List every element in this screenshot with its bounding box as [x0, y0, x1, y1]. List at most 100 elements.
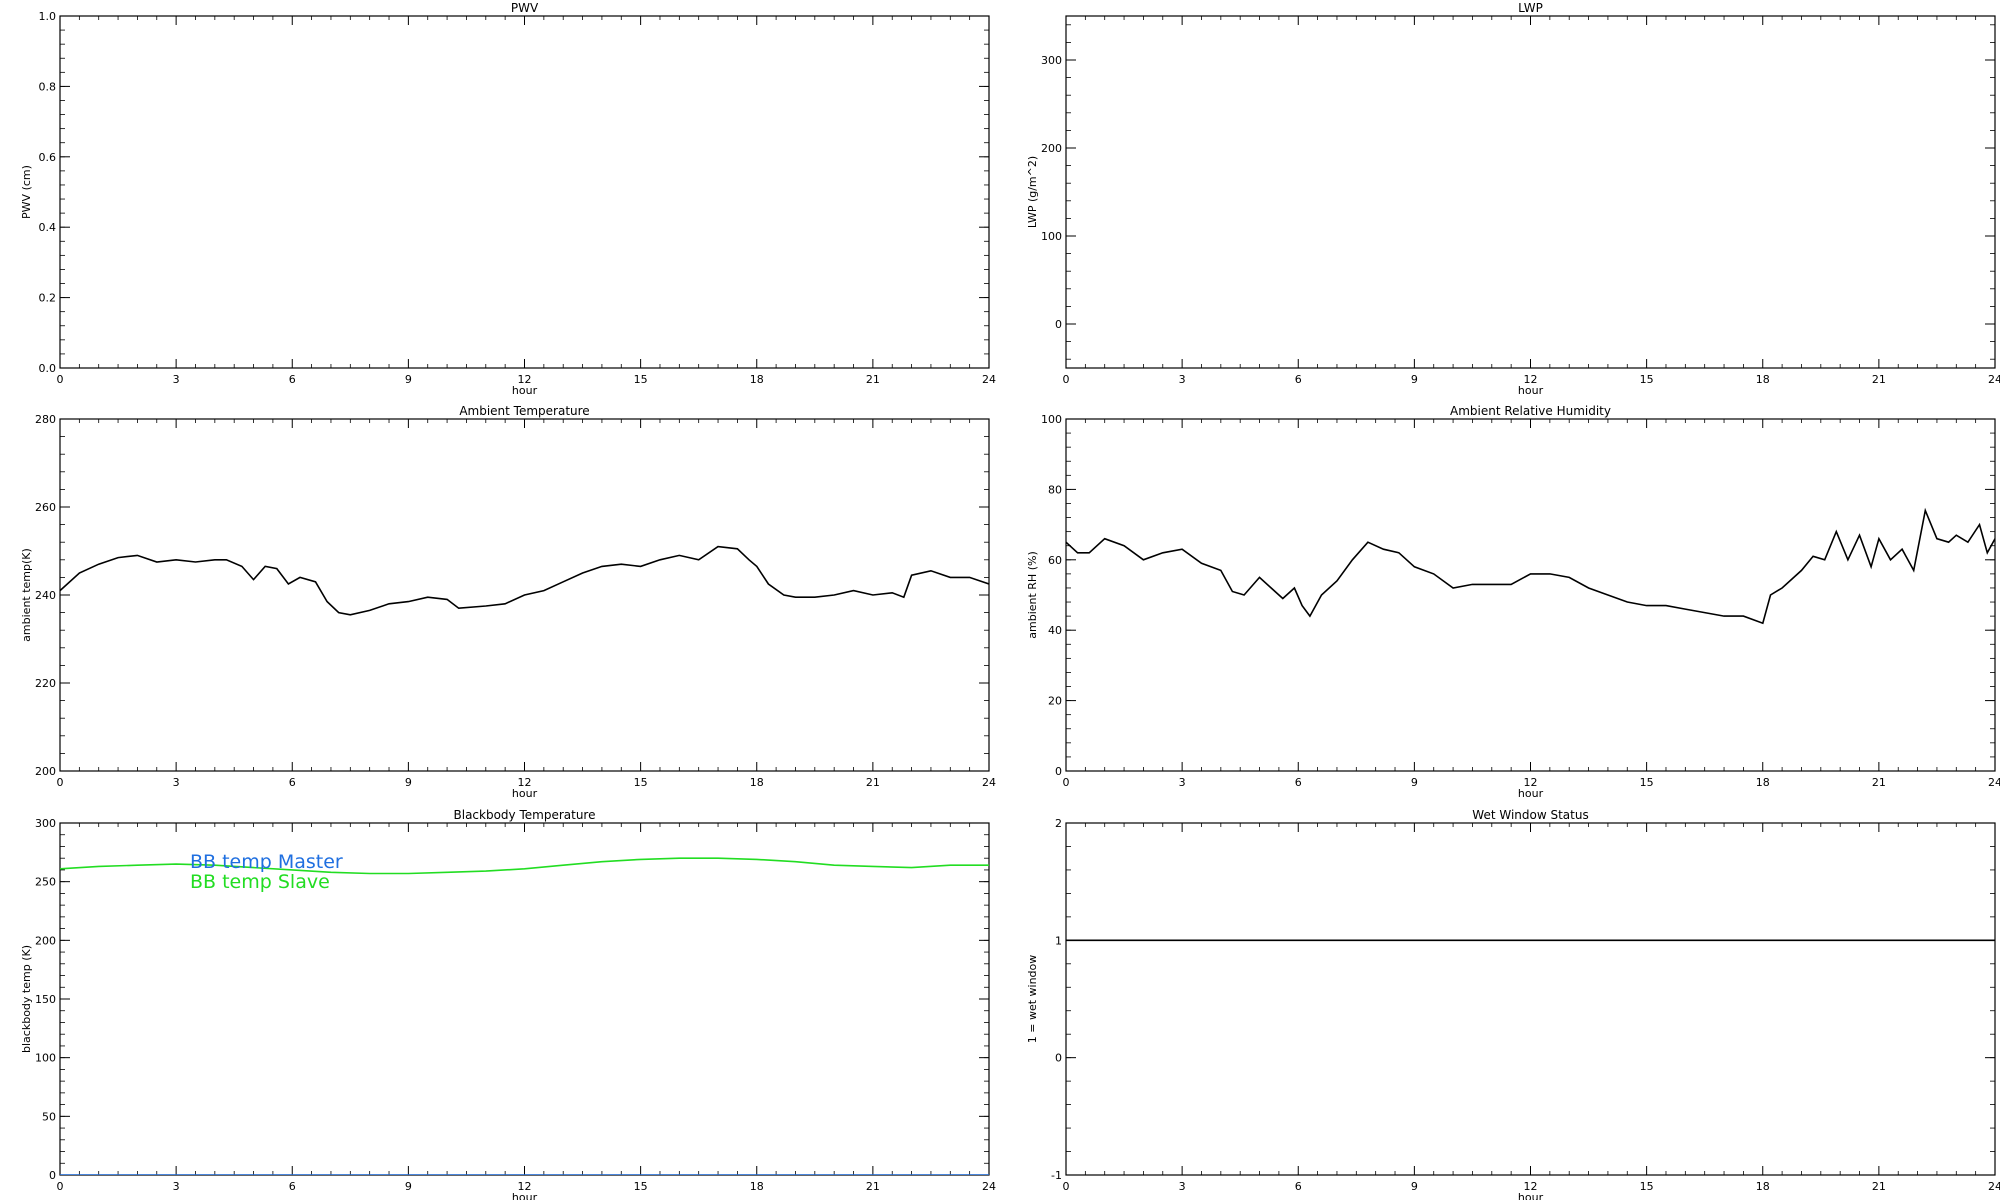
chart-panel-0: PWV 0 3 6 9 12 15 18 21 24 0.0 0.2 0.4 0.6 0.8 1.0 hour P…	[20, 1, 996, 397]
y-tick-label: 280	[35, 413, 56, 426]
x-tick-label: 15	[634, 776, 648, 789]
plot-frame	[1065, 418, 1996, 772]
y-axis-label: ambient RH (%)	[1026, 551, 1039, 639]
x-tick-label: 0	[1063, 373, 1070, 386]
x-tick-label: 18	[750, 776, 764, 789]
x-tick-label: 15	[1640, 1180, 1654, 1193]
chart-panel-4: Blackbody Temperature 0 3 6 9 12 15 18 21 24 0 50 10…	[20, 808, 996, 1200]
x-axis-label: hour	[1518, 384, 1544, 397]
y-tick-label: 50	[42, 1110, 56, 1123]
chart-panel-3: Ambient Relative Humidity 0 3 6 9 12 15 18 21 24 0…	[1026, 404, 2000, 800]
x-tick-label: 15	[634, 1180, 648, 1193]
x-tick-label: 3	[173, 373, 180, 386]
x-tick-label: 18	[1756, 1180, 1770, 1193]
y-tick-label: 1.0	[39, 10, 57, 23]
x-tick-label: 12	[1524, 1180, 1538, 1193]
series-line-1	[60, 857, 989, 875]
x-tick-label: 21	[1872, 373, 1886, 386]
x-tick-label: 24	[982, 1180, 996, 1193]
x-axis-label: hour	[1518, 787, 1544, 800]
x-tick-label: 12	[518, 1180, 532, 1193]
y-tick-label: 40	[1048, 624, 1062, 637]
y-tick-label: 300	[35, 817, 56, 830]
y-tick-label: -1	[1051, 1169, 1062, 1182]
x-tick-label: 18	[1756, 373, 1770, 386]
legend-entry: BB temp Master	[190, 851, 343, 873]
y-tick-label: 0	[1055, 1052, 1062, 1065]
chart-panel-2: Ambient Temperature 0 3 6 9 12 15 18 21 24 200 220 2…	[20, 404, 996, 800]
y-tick-label: 100	[35, 1052, 56, 1065]
y-tick-label: 80	[1048, 483, 1062, 496]
y-tick-label: 200	[35, 934, 56, 947]
x-tick-label: 9	[1411, 776, 1418, 789]
x-axis-label: hour	[512, 384, 538, 397]
x-tick-label: 6	[1295, 776, 1302, 789]
x-tick-label: 0	[57, 373, 64, 386]
y-tick-label: 60	[1048, 554, 1062, 567]
x-tick-label: 21	[866, 1180, 880, 1193]
x-tick-label: 0	[1063, 776, 1070, 789]
y-tick-label: 300	[1041, 54, 1062, 67]
x-tick-label: 12	[518, 373, 532, 386]
series-line-0	[1066, 507, 1995, 625]
y-tick-label: 0.0	[39, 362, 57, 375]
y-tick-label: 0.8	[39, 80, 57, 93]
chart-title: Wet Window Status	[1472, 808, 1588, 822]
x-axis-label: hour	[512, 1191, 538, 1200]
y-tick-label: 240	[35, 589, 56, 602]
y-axis-label: ambient temp(K)	[20, 548, 33, 642]
chart-title: Blackbody Temperature	[454, 808, 596, 822]
x-tick-label: 9	[405, 1180, 412, 1193]
chart-title: Ambient Relative Humidity	[1450, 404, 1611, 418]
x-axis-label: hour	[1518, 1191, 1544, 1200]
y-tick-label: 0.2	[39, 292, 57, 305]
x-tick-label: 21	[1872, 1180, 1886, 1193]
x-tick-label: 24	[1988, 776, 2000, 789]
chart-title: PWV	[511, 1, 539, 15]
x-tick-label: 6	[1295, 1180, 1302, 1193]
x-tick-label: 0	[1063, 1180, 1070, 1193]
x-tick-label: 24	[982, 373, 996, 386]
y-tick-label: 2	[1055, 817, 1062, 830]
x-axis-label: hour	[512, 787, 538, 800]
x-tick-label: 18	[750, 1180, 764, 1193]
chart-panel-1: LWP 0 3 6 9 12 15 18 21 24 0 100 200 300 hour LWP (g/m^…	[1026, 1, 2000, 397]
y-axis-label: LWP (g/m^2)	[1026, 156, 1039, 228]
x-tick-label: 9	[1411, 373, 1418, 386]
x-tick-label: 21	[866, 776, 880, 789]
x-tick-label: 9	[405, 776, 412, 789]
y-tick-label: 220	[35, 677, 56, 690]
plot-frame	[1065, 15, 1996, 369]
y-tick-label: 150	[35, 993, 56, 1006]
x-tick-label: 15	[1640, 776, 1654, 789]
x-tick-label: 12	[1524, 776, 1538, 789]
y-tick-label: 0	[49, 1169, 56, 1182]
x-tick-label: 6	[289, 1180, 296, 1193]
x-tick-label: 12	[1524, 373, 1538, 386]
y-axis-label: 1 = wet window	[1026, 955, 1039, 1044]
y-axis-label: PWV (cm)	[20, 165, 33, 219]
y-tick-label: 250	[35, 876, 56, 889]
x-tick-label: 24	[1988, 373, 2000, 386]
series-line-0	[60, 545, 989, 616]
x-tick-label: 9	[405, 373, 412, 386]
y-tick-label: 1	[1055, 934, 1062, 947]
x-tick-label: 3	[1179, 373, 1186, 386]
x-tick-label: 6	[289, 373, 296, 386]
y-tick-label: 200	[35, 765, 56, 778]
x-tick-label: 18	[750, 373, 764, 386]
x-tick-label: 0	[57, 776, 64, 789]
y-tick-label: 0	[1055, 318, 1062, 331]
x-tick-label: 24	[982, 776, 996, 789]
x-tick-label: 6	[289, 776, 296, 789]
x-tick-label: 15	[1640, 373, 1654, 386]
chart-title: Ambient Temperature	[459, 404, 589, 418]
x-tick-label: 12	[518, 776, 532, 789]
y-tick-label: 0.6	[39, 151, 57, 164]
plot-frame	[1065, 822, 1996, 1176]
x-tick-label: 0	[57, 1180, 64, 1193]
x-tick-label: 3	[173, 1180, 180, 1193]
x-tick-label: 3	[1179, 776, 1186, 789]
y-tick-label: 20	[1048, 695, 1062, 708]
x-tick-label: 6	[1295, 373, 1302, 386]
